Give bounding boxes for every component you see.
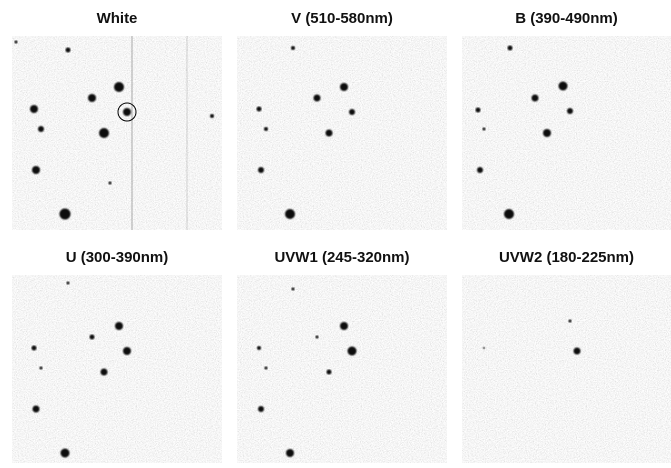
sky-image <box>237 275 447 463</box>
star <box>483 347 485 349</box>
star <box>257 346 261 350</box>
star <box>66 281 70 285</box>
star <box>477 167 483 173</box>
star <box>507 45 513 51</box>
image-panel: UVW2 (180-225nm) <box>462 249 671 463</box>
noise-background <box>462 36 671 230</box>
star <box>291 46 295 50</box>
star <box>326 369 332 375</box>
star <box>325 129 333 137</box>
panel-title: V (510-580nm) <box>291 10 393 27</box>
star <box>264 366 268 370</box>
star <box>504 209 514 219</box>
star <box>31 345 37 351</box>
star <box>285 209 295 219</box>
panel-title: U (300-390nm) <box>66 249 169 266</box>
sky-image <box>12 36 222 230</box>
star <box>313 94 321 102</box>
star <box>568 319 572 323</box>
sky-image <box>462 36 671 230</box>
star <box>286 449 294 457</box>
noise-background <box>462 275 671 463</box>
star <box>89 334 95 340</box>
star <box>315 335 319 339</box>
star <box>475 107 481 113</box>
image-panel: White <box>12 10 222 230</box>
star <box>264 127 268 131</box>
star <box>108 181 112 185</box>
panel-title: UVW2 (180-225nm) <box>499 249 634 266</box>
noise-background <box>237 36 447 230</box>
sky-image <box>462 275 671 463</box>
star <box>123 347 131 355</box>
star <box>32 405 40 413</box>
image-panel: UVW1 (245-320nm) <box>237 249 447 463</box>
star <box>558 81 568 91</box>
panel-title: White <box>97 10 138 27</box>
star <box>60 448 70 458</box>
noise-background <box>237 275 447 463</box>
star <box>39 366 43 370</box>
star <box>115 322 123 330</box>
star <box>291 287 295 291</box>
star <box>59 208 71 220</box>
star <box>543 129 551 137</box>
star <box>14 40 18 44</box>
star <box>482 127 486 131</box>
sky-image <box>237 36 447 230</box>
star <box>340 322 348 330</box>
star <box>340 83 348 91</box>
image-panel: V (510-580nm) <box>237 10 447 230</box>
noise-background <box>12 36 222 230</box>
star <box>32 166 40 174</box>
star <box>114 82 124 92</box>
star <box>567 108 573 114</box>
sky-image <box>12 275 222 463</box>
star <box>88 94 96 102</box>
star <box>99 128 109 138</box>
star <box>349 109 355 115</box>
star <box>573 347 581 355</box>
star <box>531 94 539 102</box>
star <box>210 114 214 118</box>
star <box>258 406 264 412</box>
star <box>100 368 108 376</box>
star <box>256 106 262 112</box>
image-panel: U (300-390nm) <box>12 249 222 463</box>
star <box>347 346 357 356</box>
noise-background <box>12 275 222 463</box>
star <box>30 105 38 113</box>
panel-title: B (390-490nm) <box>515 10 618 27</box>
target-circle <box>117 102 137 122</box>
star <box>123 108 131 116</box>
star <box>258 167 264 173</box>
star <box>65 47 71 53</box>
panel-title: UVW1 (245-320nm) <box>274 249 409 266</box>
star <box>38 126 44 132</box>
image-panel: B (390-490nm) <box>462 10 671 230</box>
